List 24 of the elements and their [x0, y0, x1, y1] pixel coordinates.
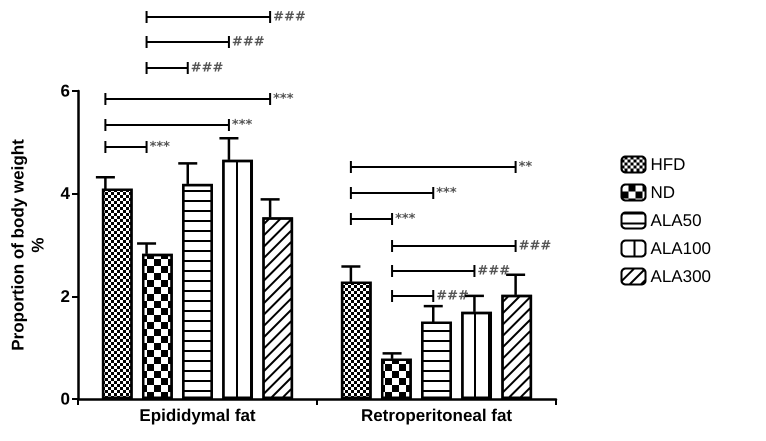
- y-axis-title: Proportion of body weight %: [8, 138, 48, 351]
- legend-label: HFD: [650, 155, 686, 174]
- annotation: ***: [150, 140, 170, 154]
- annotation: ***: [273, 92, 294, 106]
- y-tick-label: 4: [60, 184, 71, 204]
- legend-label: ALA300: [650, 267, 712, 286]
- y-tick-label: 2: [60, 286, 70, 306]
- text: ###: [190, 60, 224, 76]
- y-tick-label: 6: [60, 82, 70, 100]
- x-tick-label: Retroperitoneal fat: [360, 406, 512, 425]
- legend-label: ND: [650, 183, 676, 202]
- text: ###: [273, 10, 306, 24]
- x-tick-label: Epididymal fat: [139, 406, 256, 425]
- legend-label: ALA50: [650, 211, 702, 230]
- y-tick-label: 0: [60, 390, 70, 408]
- annotation: ###: [477, 264, 510, 278]
- legend-label: ALA100: [650, 239, 712, 258]
- annotation: ###: [436, 288, 470, 304]
- annotation: **: [518, 160, 532, 174]
- annotation: ***: [232, 118, 253, 132]
- annotation: ###: [518, 238, 552, 254]
- annotation: ***: [395, 212, 416, 226]
- text: ###: [232, 34, 265, 50]
- annotation: ***: [436, 186, 457, 200]
